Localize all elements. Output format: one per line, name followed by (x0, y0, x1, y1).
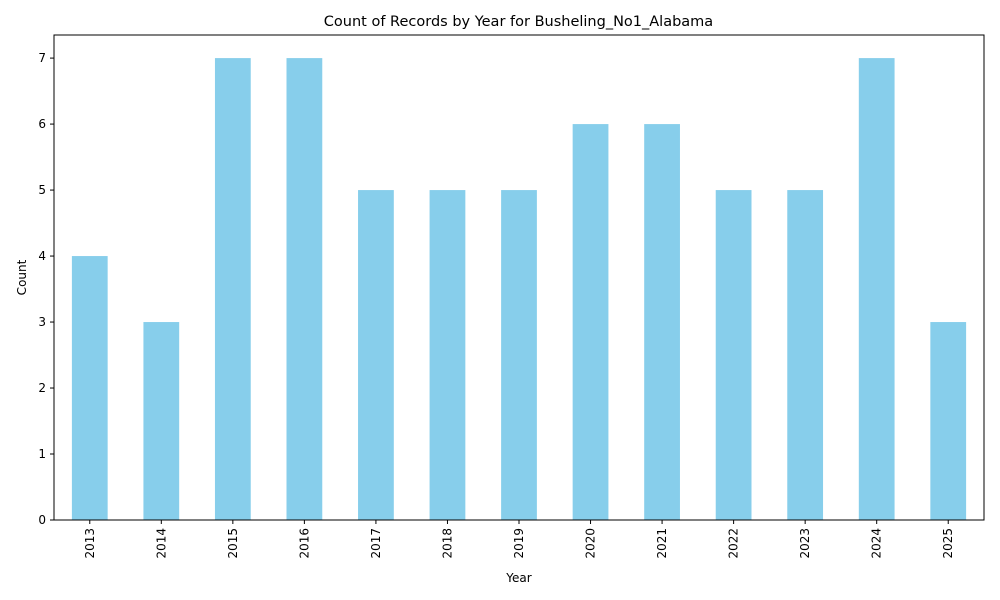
bar-2022 (715, 190, 752, 520)
y-tick-label: 1 (38, 447, 46, 461)
x-axis-ticks: 2013 2014 2015 2016 2017 2018 2019 2020 2021 2022… (83, 520, 955, 559)
y-tick-label: 4 (38, 249, 46, 263)
bars-group (71, 58, 967, 520)
plot-frame (53, 34, 985, 521)
x-tick-label: 2024 (870, 528, 884, 559)
y-tick-label: 7 (38, 51, 46, 65)
bar-2024 (858, 58, 895, 520)
bar-2019 (501, 190, 537, 520)
x-axis-label: Year (505, 571, 531, 585)
x-tick-label: 2022 (727, 528, 741, 559)
chart-title: Count of Records by Year for Busheling_N… (324, 14, 713, 30)
bar-2017 (358, 190, 394, 520)
x-tick-label: 2015 (226, 528, 240, 559)
x-tick-label: 2020 (584, 528, 598, 559)
bar-2013 (71, 256, 108, 520)
bar-2025 (930, 322, 967, 520)
x-tick-label: 2016 (297, 528, 311, 559)
y-tick-label: 5 (38, 183, 46, 197)
bar-2018 (429, 190, 466, 520)
x-tick-label: 2017 (369, 528, 383, 559)
x-tick-label: 2025 (941, 528, 955, 559)
bar-2021 (644, 124, 680, 520)
x-tick-label: 2023 (798, 528, 812, 559)
x-tick-label: 2014 (154, 528, 168, 559)
bar-2014 (143, 322, 180, 520)
bar-2016 (286, 58, 323, 520)
bar-2020 (572, 124, 609, 520)
bar-2023 (787, 190, 824, 520)
x-tick-label: 2021 (655, 528, 669, 559)
y-axis-ticks: 0 1 2 3 4 5 6 7 (38, 51, 54, 527)
x-tick-label: 2019 (512, 528, 526, 559)
y-tick-label: 3 (38, 315, 46, 329)
y-axis-label: Count (15, 259, 29, 295)
bar-2015 (214, 58, 251, 520)
y-tick-label: 6 (38, 117, 46, 131)
y-tick-label: 2 (38, 381, 46, 395)
x-tick-label: 2013 (83, 528, 97, 559)
y-tick-label: 0 (38, 513, 46, 527)
x-tick-label: 2018 (440, 528, 454, 559)
